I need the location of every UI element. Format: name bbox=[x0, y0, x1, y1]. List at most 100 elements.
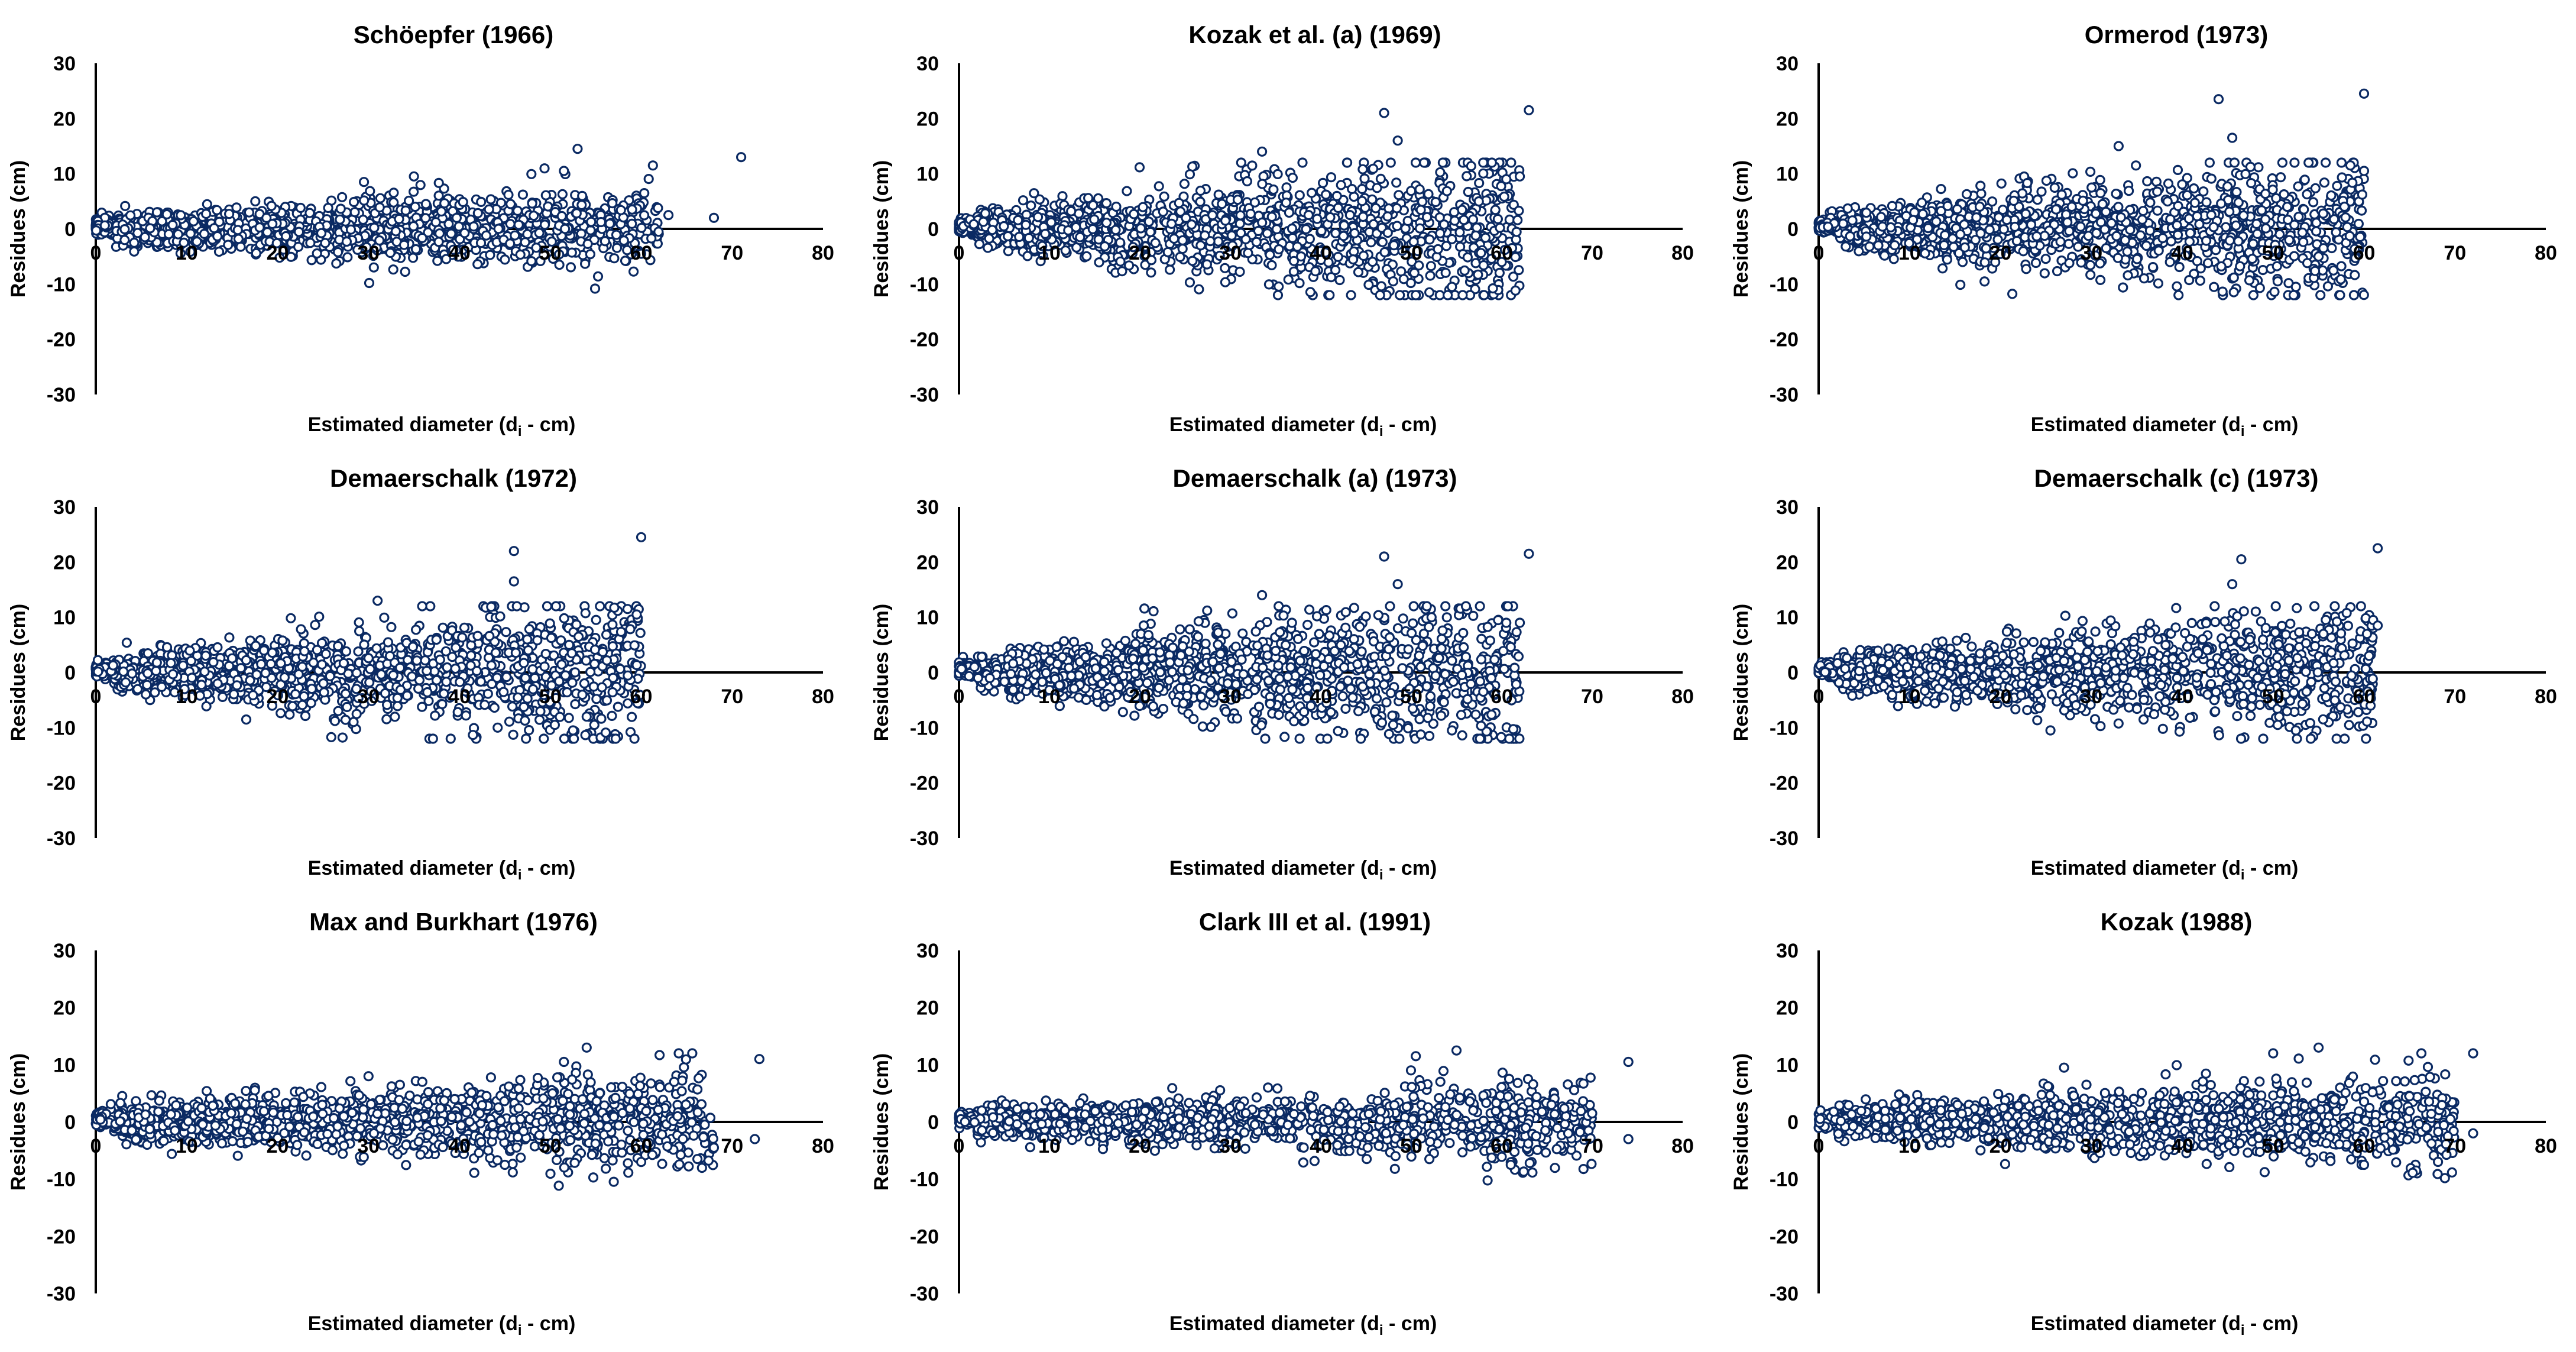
scatter-point bbox=[1979, 276, 1990, 287]
scatter-point bbox=[1303, 210, 1314, 221]
scatter-point bbox=[2132, 254, 2143, 264]
scatter-point bbox=[2101, 206, 2111, 217]
y-tick-label: -20 bbox=[910, 329, 939, 351]
y-tick-label: 10 bbox=[53, 607, 76, 629]
scatter-point bbox=[294, 227, 304, 237]
scatter-point bbox=[1093, 234, 1104, 245]
scatter-point bbox=[358, 177, 370, 187]
scatter-point bbox=[2358, 166, 2370, 176]
scatter-point bbox=[1344, 210, 1355, 221]
scatter-point bbox=[2326, 190, 2337, 201]
scatter-point bbox=[1994, 212, 2004, 223]
scatter-point bbox=[2111, 189, 2121, 199]
x-axis-title-main: Estimated diameter (d bbox=[308, 857, 518, 879]
scatter-point bbox=[2101, 243, 2111, 254]
scatter-point bbox=[2260, 189, 2271, 199]
scatter-point bbox=[2322, 281, 2333, 292]
scatter-point bbox=[2062, 217, 2073, 228]
scatter-point bbox=[2083, 231, 2094, 241]
scatter-point bbox=[1357, 196, 1368, 206]
scatter-point bbox=[2201, 197, 2212, 208]
scatter-point bbox=[1342, 157, 1353, 168]
scatter-point bbox=[1467, 214, 1479, 225]
scatter-point bbox=[1013, 215, 1023, 225]
scatter-point bbox=[585, 249, 596, 260]
scatter-point bbox=[453, 221, 464, 232]
scatter-point bbox=[1440, 267, 1451, 278]
scatter-point bbox=[125, 210, 136, 221]
scatter-point bbox=[2293, 181, 2303, 192]
x-axis-title-main: Estimated diameter (d bbox=[2031, 413, 2241, 436]
scatter-point bbox=[2125, 224, 2136, 235]
scatter-point bbox=[984, 233, 994, 244]
scatter-point bbox=[2162, 196, 2173, 207]
scatter-point bbox=[1486, 157, 1497, 168]
scatter-point bbox=[987, 225, 997, 235]
scatter-point bbox=[1018, 195, 1029, 206]
x-tick-label: 50 bbox=[539, 242, 562, 264]
scatter-point bbox=[2020, 209, 2031, 219]
scatter-point bbox=[2303, 157, 2314, 168]
scatter-point bbox=[1437, 157, 1448, 168]
scatter-point bbox=[1297, 157, 1308, 168]
scatter-point bbox=[1257, 179, 1268, 189]
scatter-point bbox=[2260, 223, 2271, 234]
y-tick-label: 20 bbox=[1776, 108, 1799, 130]
scatter-point bbox=[2271, 193, 2282, 203]
scatter-point bbox=[1283, 274, 1294, 285]
scatter-point bbox=[647, 160, 658, 171]
scatter-point bbox=[1363, 279, 1374, 290]
scatter-point bbox=[653, 227, 664, 237]
scatter-point bbox=[1823, 221, 1833, 232]
scatter-point bbox=[1159, 191, 1169, 202]
scatter-point bbox=[1375, 290, 1385, 300]
scatter-point bbox=[2182, 190, 2192, 200]
scatter-point bbox=[484, 204, 494, 215]
x-tick-label: 20 bbox=[1989, 242, 2012, 264]
scatter-point bbox=[374, 202, 385, 213]
scatter-point bbox=[1512, 215, 1523, 225]
scatter-point bbox=[2357, 189, 2367, 200]
scatter-point bbox=[1357, 211, 1369, 222]
scatter-point bbox=[1288, 255, 1300, 266]
scatter-point bbox=[1023, 232, 1034, 243]
scatter-point bbox=[1287, 223, 1297, 234]
scatter-point bbox=[2283, 215, 2293, 225]
scatter-point bbox=[1908, 215, 1919, 225]
scatter-point bbox=[1389, 240, 1399, 251]
scatter-point bbox=[1265, 250, 1275, 260]
scatter-point bbox=[1998, 224, 2009, 235]
scatter-point bbox=[1281, 198, 1291, 208]
scatter-point bbox=[2085, 270, 2096, 280]
scatter-point bbox=[2289, 157, 2300, 168]
scatter-point bbox=[1318, 177, 1328, 188]
scatter-point bbox=[1476, 248, 1486, 258]
scatter-point bbox=[388, 197, 399, 208]
scatter-point bbox=[2039, 268, 2050, 279]
scatter-point bbox=[1243, 248, 1253, 258]
scatter-point bbox=[572, 144, 583, 154]
scatter-point bbox=[1195, 196, 1206, 207]
scatter-point bbox=[1266, 260, 1277, 270]
scatter-point bbox=[1220, 277, 1230, 287]
scatter-point bbox=[364, 277, 375, 289]
scatter-point bbox=[527, 198, 537, 209]
y-tick-label: 10 bbox=[916, 163, 939, 186]
scatter-point bbox=[2122, 246, 2133, 257]
scatter-point bbox=[173, 229, 183, 240]
scatter-point bbox=[1014, 231, 1025, 242]
scatter-point bbox=[2231, 187, 2242, 198]
scatter-point bbox=[1959, 242, 1970, 253]
scatter-point bbox=[1940, 230, 1950, 241]
scatter-point bbox=[1501, 174, 1512, 185]
scatter-point bbox=[1952, 204, 1963, 215]
scatter-point bbox=[627, 204, 637, 215]
scatter-point bbox=[1979, 257, 1990, 268]
x-tick-label: 80 bbox=[812, 242, 834, 264]
scatter-point bbox=[503, 189, 514, 200]
scatter-point bbox=[643, 174, 654, 185]
scatter-point bbox=[1331, 190, 1342, 201]
scatter-point bbox=[369, 222, 380, 233]
scatter-point bbox=[439, 198, 450, 209]
scatter-point bbox=[390, 226, 401, 237]
